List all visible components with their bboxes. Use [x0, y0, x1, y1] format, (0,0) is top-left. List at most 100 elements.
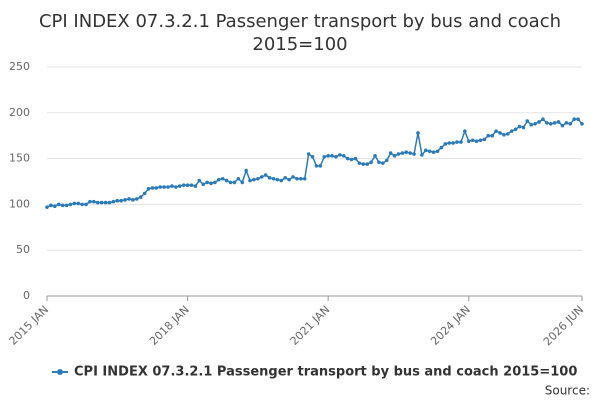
point — [466, 139, 471, 143]
point — [474, 139, 479, 143]
point — [240, 180, 245, 185]
point — [131, 198, 135, 202]
point — [99, 200, 104, 205]
point — [381, 161, 385, 165]
point — [263, 173, 268, 177]
point — [146, 187, 151, 191]
point — [150, 186, 155, 190]
point — [498, 131, 502, 135]
point — [138, 195, 143, 199]
point — [494, 129, 498, 133]
point — [220, 176, 225, 181]
point — [95, 200, 100, 205]
point — [580, 121, 584, 126]
point — [338, 153, 342, 157]
point — [552, 121, 557, 125]
point — [560, 123, 565, 128]
point — [513, 127, 518, 132]
point — [76, 201, 81, 206]
point — [330, 154, 334, 158]
point — [564, 121, 569, 125]
point — [548, 121, 553, 126]
legend-label: CPI INDEX 07.3.2.1 Passenger transport b… — [74, 365, 577, 380]
point — [174, 185, 178, 189]
point — [232, 180, 237, 185]
point — [162, 185, 166, 189]
point — [361, 162, 366, 166]
point — [486, 133, 491, 138]
point — [306, 152, 311, 156]
point — [502, 132, 506, 137]
point — [447, 141, 452, 145]
point — [209, 181, 213, 186]
point — [525, 119, 530, 123]
point — [291, 175, 295, 179]
point — [365, 162, 370, 166]
point — [205, 180, 209, 185]
point — [412, 152, 416, 156]
point — [490, 133, 494, 138]
point — [435, 149, 440, 154]
point — [197, 178, 202, 183]
point — [142, 191, 147, 196]
point — [92, 199, 96, 204]
point — [103, 200, 108, 205]
point — [423, 148, 428, 153]
point — [322, 154, 327, 159]
point — [228, 180, 233, 185]
point — [463, 129, 467, 133]
point — [537, 120, 541, 124]
point — [158, 185, 163, 189]
point — [373, 154, 377, 158]
point — [213, 180, 217, 185]
point — [107, 200, 112, 205]
point — [349, 157, 354, 162]
point — [177, 184, 182, 188]
point — [295, 176, 299, 181]
y-tick-label: 100 — [9, 197, 30, 210]
point — [521, 125, 526, 130]
point — [127, 197, 131, 201]
point — [275, 177, 280, 182]
point — [170, 184, 174, 188]
y-tick-label: 200 — [9, 106, 30, 119]
point — [201, 182, 206, 187]
point — [377, 160, 381, 165]
point — [388, 151, 393, 155]
point — [341, 154, 346, 158]
point — [326, 154, 330, 158]
point — [439, 145, 444, 150]
point — [314, 164, 319, 168]
point — [533, 121, 537, 126]
point — [45, 205, 49, 209]
point — [72, 201, 77, 206]
point — [529, 122, 534, 127]
point — [154, 186, 159, 190]
point — [115, 198, 120, 203]
x-tick-label: 2024 JAN — [428, 303, 473, 348]
point — [287, 177, 291, 182]
point — [111, 199, 116, 204]
point — [369, 160, 373, 165]
point — [49, 203, 53, 208]
point — [556, 120, 561, 124]
point — [517, 124, 522, 129]
x-tick-label: 2018 JAN — [147, 303, 192, 348]
point — [64, 203, 69, 208]
chart-title: CPI INDEX 07.3.2.1 Passenger transport b… — [39, 11, 561, 32]
point — [357, 161, 362, 165]
point — [545, 121, 549, 125]
point — [506, 132, 510, 136]
point — [135, 197, 139, 201]
point — [396, 152, 401, 156]
point — [541, 117, 545, 122]
y-tick-label: 50 — [16, 243, 30, 256]
point — [217, 177, 221, 182]
x-tick-label: 2015 JAN — [6, 303, 51, 348]
y-tick-label: 0 — [23, 289, 30, 302]
point — [181, 183, 186, 187]
point — [189, 183, 194, 187]
point — [224, 178, 229, 183]
point — [236, 176, 241, 181]
